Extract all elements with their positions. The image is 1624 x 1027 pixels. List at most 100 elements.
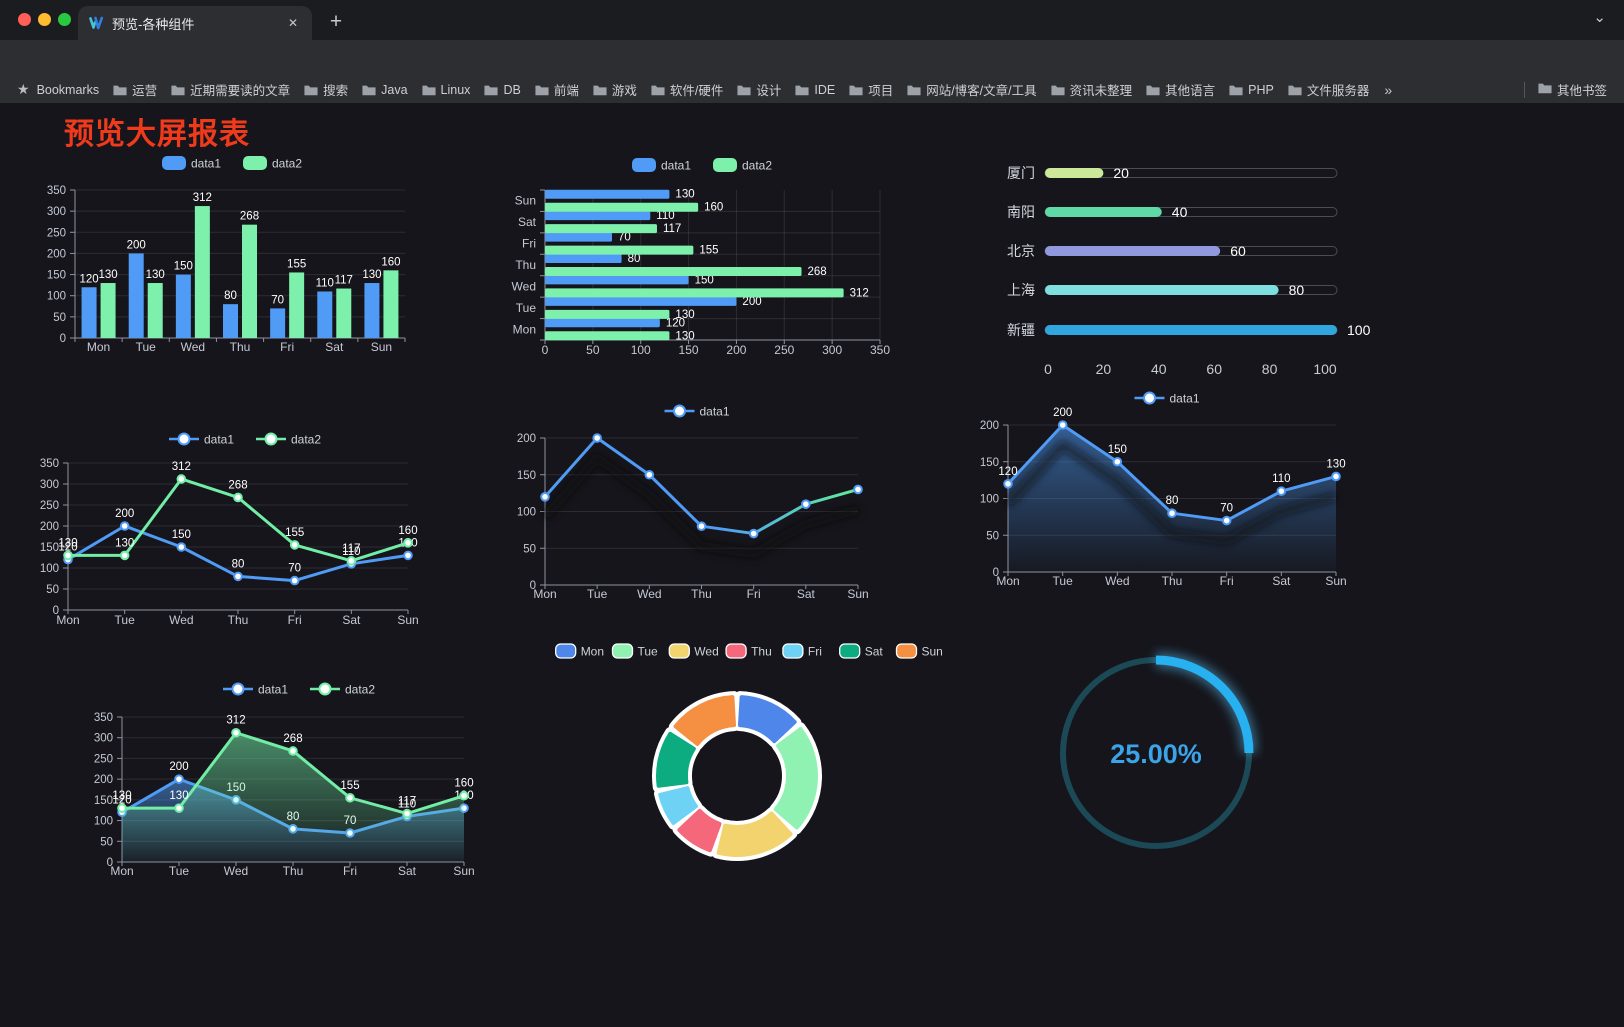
svg-text:200: 200 [40,521,59,533]
svg-text:100: 100 [47,291,66,303]
bookmark-folder[interactable]: DB [477,81,527,99]
svg-text:Fri: Fri [280,340,294,354]
bookmark-folder[interactable]: 近期需要读的文章 [164,78,297,101]
svg-text:70: 70 [288,563,301,575]
bookmark-folder[interactable]: 其他语言 [1139,78,1222,101]
tab-search-chevron-icon[interactable]: ⌄ [1593,9,1606,26]
svg-text:Sun: Sun [515,194,536,208]
window-minimize-button[interactable] [38,13,51,26]
bookmarks-divider [1523,81,1525,98]
chart-area-single[interactable]: 0 50 100 150 200 Mon Tue Wed Thu Fri Sat Sun 120 200 1… [970,385,1390,615]
svg-text:117: 117 [663,223,681,235]
svg-text:Thu: Thu [751,645,772,659]
svg-text:Mon: Mon [513,322,536,336]
chart-grouped-bar[interactable]: 0 50 100 150 200 250 300 350 Mon Tue Wed Thu Fri Sat S… [45,145,465,390]
svg-text:155: 155 [287,258,306,270]
svg-text:110: 110 [316,277,334,289]
svg-text:150: 150 [94,795,113,807]
bookmark-folder[interactable]: 运营 [106,78,164,101]
svg-text:Wed: Wed [224,864,248,878]
bookmark-folder[interactable]: IDE [788,81,842,99]
svg-text:300: 300 [822,343,842,357]
svg-text:160: 160 [398,525,417,537]
svg-text:160: 160 [381,256,400,268]
bookmark-folder[interactable]: 项目 [842,78,900,101]
chart-horizontal-bar[interactable]: 0 50 100 150 200 250 300 350 Mon Tue Wed Thu Fri Sat S… [505,140,925,390]
bookmark-folder[interactable]: 设计 [730,78,788,101]
svg-text:Thu: Thu [515,258,536,272]
svg-text:250: 250 [47,227,66,239]
svg-text:上海: 上海 [1007,282,1035,298]
svg-text:data1: data1 [204,433,234,447]
svg-text:Tue: Tue [638,645,659,659]
new-tab-button[interactable]: + [329,10,343,33]
chart-area-two-series[interactable]: 0 50 100 150 200 250 300 350 Mon Tue Wed Thu Fri Sat S… [90,672,510,922]
svg-text:Mon: Mon [56,613,79,627]
tab-close-icon[interactable]: ✕ [287,16,298,30]
browser-tab[interactable]: 预览-各种组件 ✕ [78,6,312,40]
svg-text:40: 40 [1151,361,1167,377]
page-title: 预览大屏报表 [64,118,250,151]
other-bookmarks-folder[interactable]: 其他书签 [1531,78,1614,101]
svg-text:100: 100 [1347,322,1371,338]
svg-text:200: 200 [517,433,536,445]
bookmark-folder[interactable]: 资讯未整理 [1044,78,1140,101]
svg-text:Thu: Thu [228,613,249,627]
svg-text:新疆: 新疆 [1007,322,1035,338]
bookmark-folder[interactable]: 搜索 [297,78,355,101]
svg-text:300: 300 [94,733,113,745]
svg-text:Sun: Sun [453,864,474,878]
bookmarks-overflow-chevron[interactable]: » [1384,81,1393,98]
svg-text:data1: data1 [661,159,691,173]
bookmark-folder[interactable]: PHP [1222,81,1281,99]
chart-gauge[interactable]: 25.00% [1048,645,1264,861]
bookmark-folder[interactable]: 网站/博客/文章/工具 [900,78,1043,101]
svg-text:110: 110 [656,210,674,222]
bookmark-folder[interactable]: 软件/硬件 [644,78,730,101]
chart-donut[interactable]: Mon Tue Wed Thu Fri Sat Sun [540,630,960,885]
preview-page: 预览大屏报表 0 50 100 150 200 250 300 350 Mon Tue Wed Thu… [0,103,1624,1027]
svg-text:200: 200 [1053,407,1072,419]
svg-text:130: 130 [1326,458,1345,470]
svg-text:0: 0 [60,333,66,345]
svg-text:100: 100 [631,343,651,357]
svg-text:250: 250 [94,753,113,765]
svg-text:350: 350 [94,712,113,724]
svg-text:268: 268 [283,733,302,745]
svg-text:350: 350 [47,185,66,197]
svg-text:300: 300 [47,206,66,218]
svg-text:Sat: Sat [398,864,417,878]
svg-text:50: 50 [586,343,600,357]
svg-text:120: 120 [112,794,131,806]
svg-text:50: 50 [53,312,66,324]
svg-text:Wed: Wed [181,340,205,354]
bookmark-folder[interactable]: 文件服务器 [1281,78,1377,101]
svg-text:117: 117 [398,796,416,808]
svg-text:80: 80 [628,253,641,265]
svg-text:Sun: Sun [1325,574,1346,588]
chart-progress-bars[interactable]: 厦门 20 南阳 40 北京 60 上海 80 新疆 100 0 20 40 60 80 100 [975,150,1395,395]
svg-text:80: 80 [1166,495,1179,507]
svg-text:Mon: Mon [581,645,604,659]
svg-text:Fri: Fri [1220,574,1234,588]
bookmarks-manager[interactable]: ★ Bookmarks [17,81,100,97]
svg-text:data1: data1 [191,157,221,171]
svg-text:117: 117 [342,543,360,555]
svg-text:312: 312 [193,192,212,204]
svg-text:Wed: Wed [512,279,536,293]
window-close-button[interactable] [18,13,31,26]
bookmark-folder[interactable]: 游戏 [586,78,644,101]
chart-line-two-series[interactable]: 0 50 100 150 200 250 300 350 Mon Tue Wed Thu Fri Sat S… [30,425,450,675]
chart-line-gradient[interactable]: 0 50 100 150 200 Mon Tue Wed Thu Fri Sat Sun data1 [500,395,920,625]
bookmark-folder[interactable]: Java [355,81,414,99]
svg-text:Wed: Wed [169,613,193,627]
window-fullscreen-button[interactable] [58,13,71,26]
bookmark-folder[interactable]: Linux [415,81,478,99]
svg-text:268: 268 [808,266,827,278]
svg-text:Mon: Mon [533,587,556,601]
bookmark-folder[interactable]: 前端 [528,78,586,101]
svg-text:Mon: Mon [996,574,1019,588]
svg-text:50: 50 [46,584,59,596]
tab-title: 预览-各种组件 [112,16,195,32]
svg-text:130: 130 [675,189,694,201]
